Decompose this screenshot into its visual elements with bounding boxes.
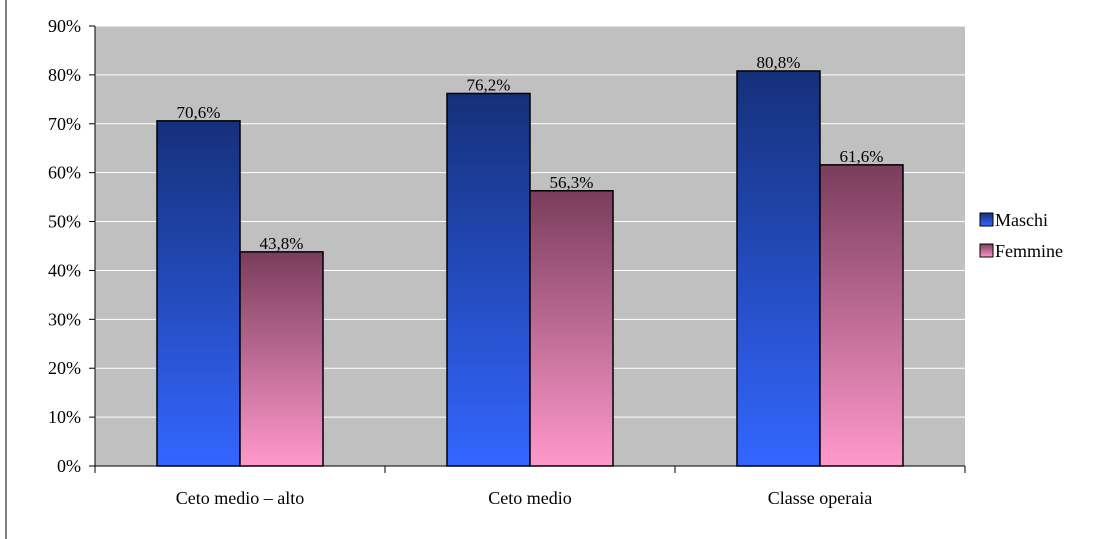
y-tick-label: 70% xyxy=(48,114,81,134)
bars: 70,6% 43,8% 76,2% 56,3% 80,8% 61,6% xyxy=(156,53,904,467)
x-category-label: Ceto medio – alto xyxy=(176,488,304,508)
legend-swatch-maschi xyxy=(979,212,994,227)
bar-femmine-2 xyxy=(529,190,614,467)
x-category-label: Classe operaia xyxy=(768,488,872,508)
y-tick-label: 60% xyxy=(48,163,81,183)
y-tick-label: 50% xyxy=(48,212,81,232)
y-tick-label: 40% xyxy=(48,260,81,280)
x-category-label: Ceto medio xyxy=(488,488,572,508)
y-tick-label: 80% xyxy=(48,65,81,85)
bar-maschi-3 xyxy=(736,70,821,467)
bar-maschi-1 xyxy=(156,120,241,467)
data-label: 61,6% xyxy=(840,147,884,166)
data-label: 70,6% xyxy=(177,103,221,122)
y-tick-label: 10% xyxy=(48,407,81,427)
legend: Maschi Femmine xyxy=(979,210,1063,261)
legend-swatch-femmine xyxy=(979,243,994,258)
axes: 0% 10% 20% 30% 40% 50% 60% 70% 80% 90% Ceto medio … xyxy=(48,16,966,508)
bar-maschi-2 xyxy=(446,92,531,467)
y-tick-label: 0% xyxy=(57,456,81,476)
bar-femmine-3 xyxy=(819,164,904,467)
data-label: 43,8% xyxy=(260,234,304,253)
y-tick-label: 90% xyxy=(48,16,81,36)
legend-label-maschi: Maschi xyxy=(995,210,1048,230)
data-label: 80,8% xyxy=(757,53,801,72)
legend-label-femmine: Femmine xyxy=(995,241,1063,261)
data-label: 76,2% xyxy=(467,75,511,94)
data-label: 56,3% xyxy=(550,173,594,192)
y-tick-label: 30% xyxy=(48,309,81,329)
bar-femmine-1 xyxy=(239,251,324,467)
y-tick-label: 20% xyxy=(48,358,81,378)
